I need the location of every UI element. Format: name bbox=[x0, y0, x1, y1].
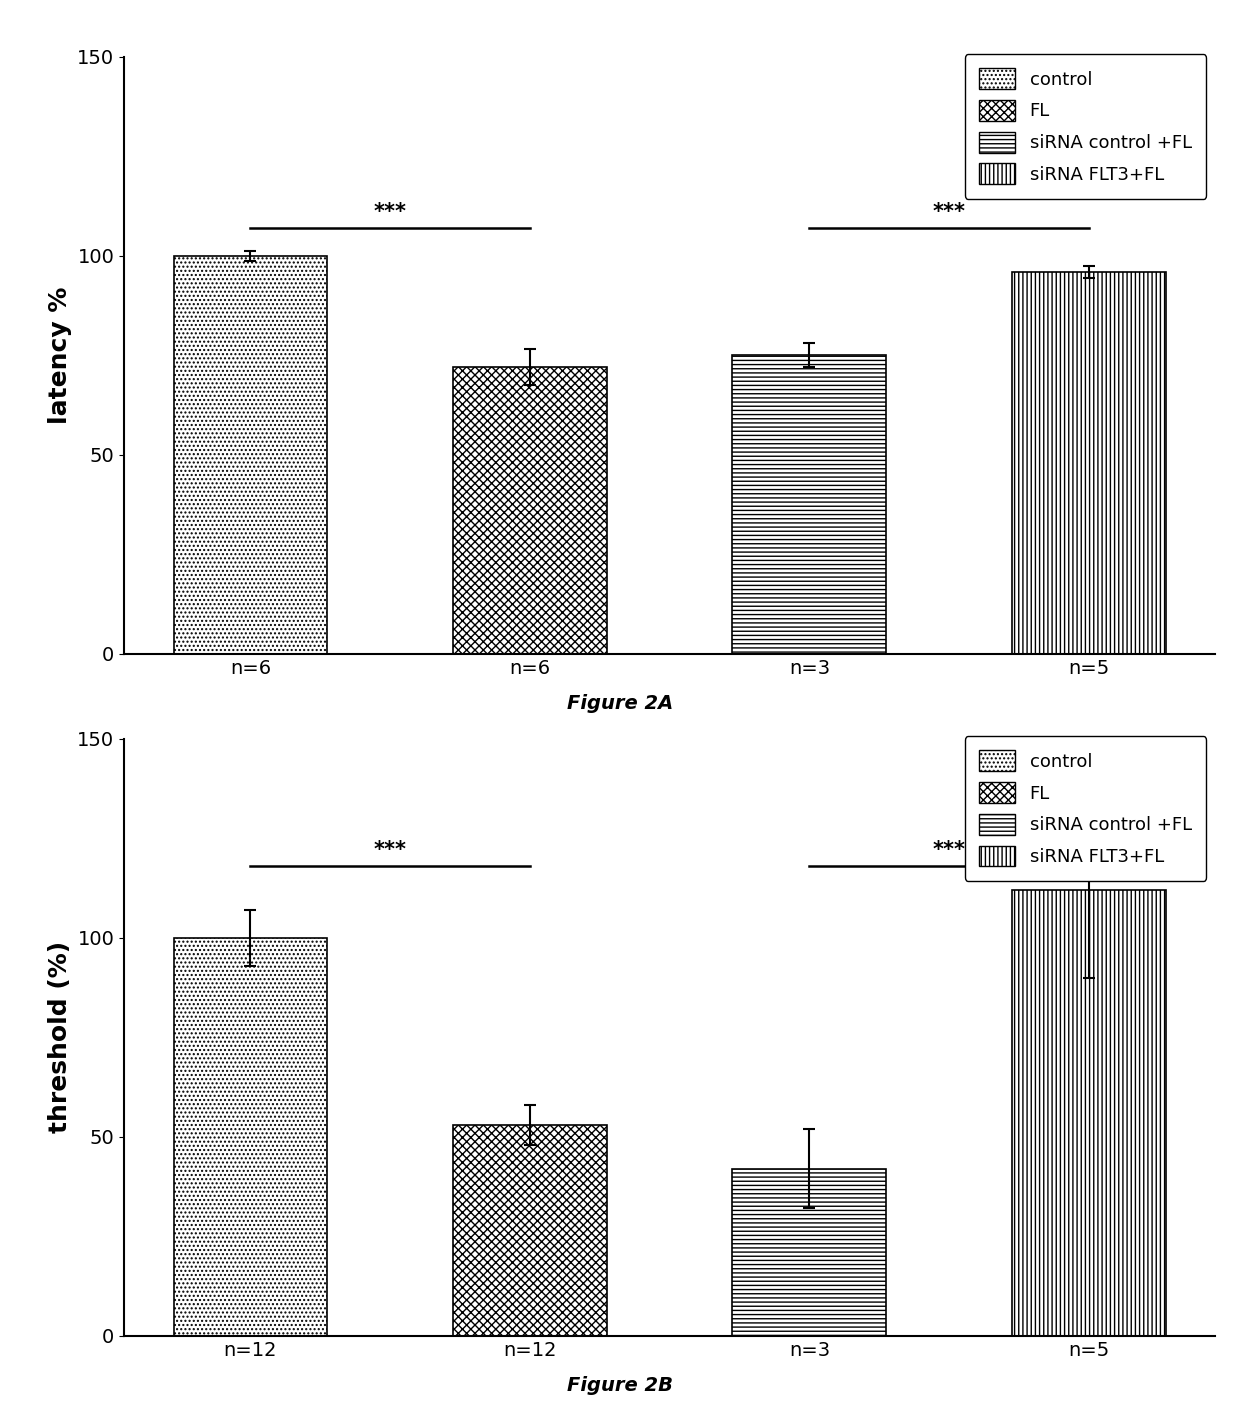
Bar bbox=[733, 1168, 887, 1336]
Text: ***: *** bbox=[373, 840, 407, 860]
Bar bbox=[453, 1125, 606, 1336]
Text: ***: *** bbox=[932, 840, 966, 860]
Text: Figure 2B: Figure 2B bbox=[567, 1376, 673, 1395]
Text: ***: *** bbox=[932, 202, 966, 222]
Bar bbox=[733, 355, 887, 654]
Bar bbox=[174, 938, 327, 1336]
Text: ***: *** bbox=[373, 202, 407, 222]
Bar bbox=[174, 256, 327, 654]
Bar bbox=[1012, 271, 1166, 654]
Text: Figure 2A: Figure 2A bbox=[567, 693, 673, 713]
Bar bbox=[1012, 890, 1166, 1336]
Legend: control, FL, siRNA control +FL, siRNA FLT3+FL: control, FL, siRNA control +FL, siRNA FL… bbox=[965, 54, 1207, 199]
Legend: control, FL, siRNA control +FL, siRNA FLT3+FL: control, FL, siRNA control +FL, siRNA FL… bbox=[965, 736, 1207, 881]
Bar bbox=[453, 367, 606, 654]
Y-axis label: threshold (%): threshold (%) bbox=[47, 941, 72, 1134]
Y-axis label: latency %: latency % bbox=[47, 287, 72, 423]
